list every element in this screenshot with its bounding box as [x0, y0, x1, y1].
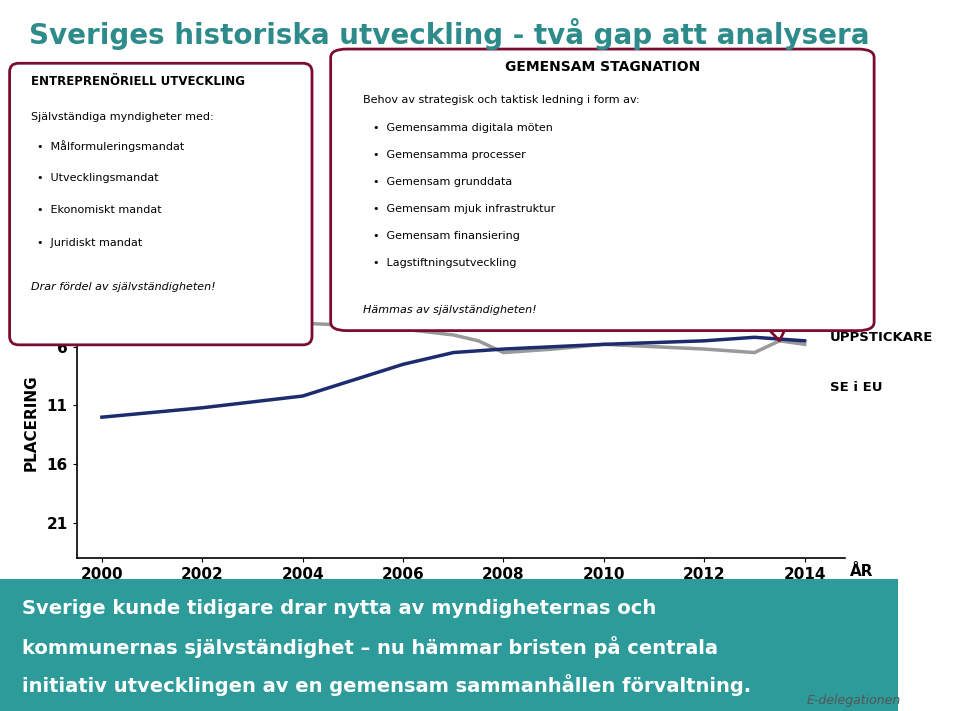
FancyBboxPatch shape: [10, 63, 312, 345]
Text: •  Juridiskt mandat: • Juridiskt mandat: [36, 238, 142, 248]
Text: Självständiga myndigheter med:: Självständiga myndigheter med:: [31, 112, 213, 122]
Y-axis label: PLACERING: PLACERING: [23, 375, 38, 471]
Text: •  Gemensam grunddata: • Gemensam grunddata: [373, 177, 513, 187]
Text: •  Gemensam mjuk infrastruktur: • Gemensam mjuk infrastruktur: [373, 204, 556, 214]
Text: GEMENSAM STAGNATION: GEMENSAM STAGNATION: [505, 60, 700, 75]
Text: •  Lagstiftningsutveckling: • Lagstiftningsutveckling: [373, 258, 516, 268]
Text: Behov av strategisk och taktisk ledning i form av:: Behov av strategisk och taktisk ledning …: [363, 95, 639, 105]
Text: •  Målformuleringsmandat: • Målformuleringsmandat: [36, 140, 184, 152]
Text: •  Gemensam finansiering: • Gemensam finansiering: [373, 231, 520, 241]
Text: Drar fördel av självständigheten!: Drar fördel av självständigheten!: [31, 282, 215, 292]
Text: UPPSTICKARE: UPPSTICKARE: [829, 331, 933, 344]
Text: initiativ utvecklingen av en gemensam sammanhållen förvaltning.: initiativ utvecklingen av en gemensam sa…: [22, 674, 752, 696]
Text: Sveriges historiska utveckling - två gap att analysera: Sveriges historiska utveckling - två gap…: [29, 18, 870, 50]
Text: SE i EU: SE i EU: [829, 381, 882, 395]
Text: Sverige kunde tidigare drar nytta av myndigheternas och: Sverige kunde tidigare drar nytta av myn…: [22, 599, 657, 618]
Text: E-delegationen: E-delegationen: [806, 695, 900, 707]
Text: Hämmas av självständigheten!: Hämmas av självständigheten!: [363, 305, 537, 315]
Text: ÅR: ÅR: [850, 564, 874, 579]
Text: kommunernas självständighet – nu hämmar bristen på centrala: kommunernas självständighet – nu hämmar …: [22, 636, 718, 658]
Text: ENTREPRENÖRIELL UTVECKLING: ENTREPRENÖRIELL UTVECKLING: [31, 75, 245, 87]
Text: •  Utvecklingsmandat: • Utvecklingsmandat: [36, 173, 158, 183]
Text: •  Gemensamma digitala möten: • Gemensamma digitala möten: [373, 123, 553, 133]
Text: •  Gemensamma processer: • Gemensamma processer: [373, 150, 526, 160]
Text: •  Ekonomiskt mandat: • Ekonomiskt mandat: [36, 205, 161, 215]
FancyBboxPatch shape: [0, 579, 898, 711]
FancyBboxPatch shape: [330, 49, 875, 331]
